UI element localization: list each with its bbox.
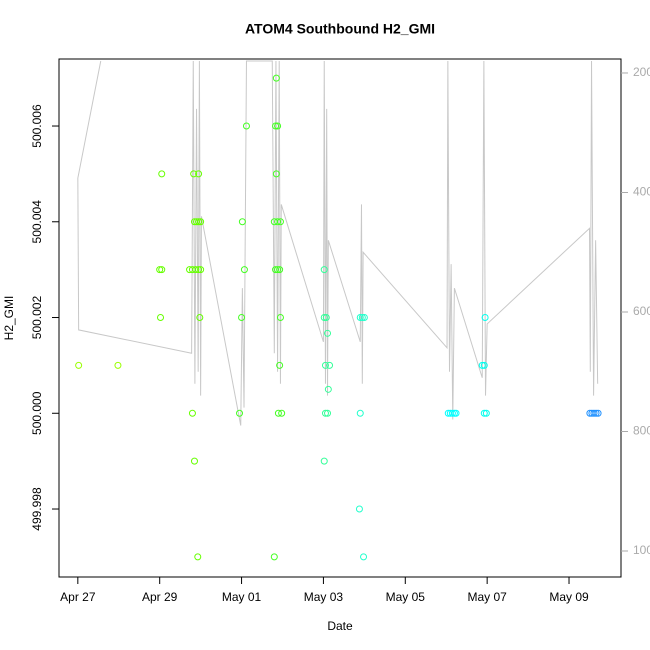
plot-area [75,60,602,561]
altitude-line [77,60,599,426]
data-point [272,266,280,274]
data-point [272,74,280,82]
data-point [188,409,196,417]
y2-tick-label: 600 [633,304,650,318]
data-point [197,266,205,274]
y2-tick-label: 800 [633,424,650,438]
x-tick-label: May 09 [549,590,589,604]
y-tick-label: 499.998 [30,487,44,531]
x-tick-label: Apr 27 [60,590,96,604]
y-tick-label: 500.002 [30,296,44,340]
data-point [192,266,200,274]
data-point [276,218,284,226]
data-point [448,409,456,417]
data-point [324,385,332,393]
data-point [274,218,282,226]
data-point [158,266,166,274]
data-point [238,314,246,322]
data-point [75,361,83,369]
data-point [480,409,488,417]
y-tick-label: 500.000 [30,391,44,435]
data-point [193,218,201,226]
data-point [478,361,486,369]
data-point [197,218,205,226]
data-point [272,122,280,130]
data-point [190,457,198,465]
data-point [355,505,363,513]
data-point [358,314,366,322]
data-point [276,266,284,274]
data-point [324,329,332,337]
data-point [240,266,248,274]
data-point [270,553,278,561]
data-point [158,170,166,178]
data-point [278,409,286,417]
data-point [356,409,364,417]
y-axis-label: H2_GMI [2,296,16,341]
data-point [272,170,280,178]
data-point [274,122,282,130]
x-axis-label: Date [327,619,353,633]
data-point [195,170,203,178]
data-point [242,122,250,130]
x-tick-label: May 07 [467,590,507,604]
data-point [190,170,198,178]
data-point [156,266,164,274]
x-tick-label: Apr 29 [142,590,178,604]
data-point [320,266,328,274]
data-point [238,218,246,226]
data-point [326,361,334,369]
data-point [320,314,328,322]
data-point [276,361,284,369]
data-point [321,361,329,369]
data-point [322,314,330,322]
chart-title: ATOM4 Southbound H2_GMI [245,21,435,37]
data-point [356,314,364,322]
data-point [482,409,490,417]
data-point [590,409,598,417]
y-tick-label: 500.006 [30,104,44,148]
data-point [276,314,284,322]
data-point [324,409,332,417]
y-tick-label: 500.004 [30,200,44,244]
data-point [236,409,244,417]
data-point [196,314,204,322]
data-point [360,314,368,322]
data-point [195,266,203,274]
x-tick-label: May 05 [386,590,426,604]
x-tick-label: May 03 [304,590,344,604]
data-point [320,457,328,465]
data-point [594,409,602,417]
y2-tick-label: 200 [633,65,650,79]
data-point [274,409,282,417]
data-point [452,409,460,417]
data-point [480,361,488,369]
data-point [321,409,329,417]
data-point [195,218,203,226]
data-point [114,361,122,369]
data-point [360,553,368,561]
data-point [481,314,489,322]
x-tick-label: May 01 [222,590,262,604]
data-point [274,266,282,274]
data-point [157,314,165,322]
data-point [592,409,600,417]
data-point [194,553,202,561]
y2-tick-label: 400 [633,185,650,199]
y2-tick-label: 1000 [633,543,650,557]
